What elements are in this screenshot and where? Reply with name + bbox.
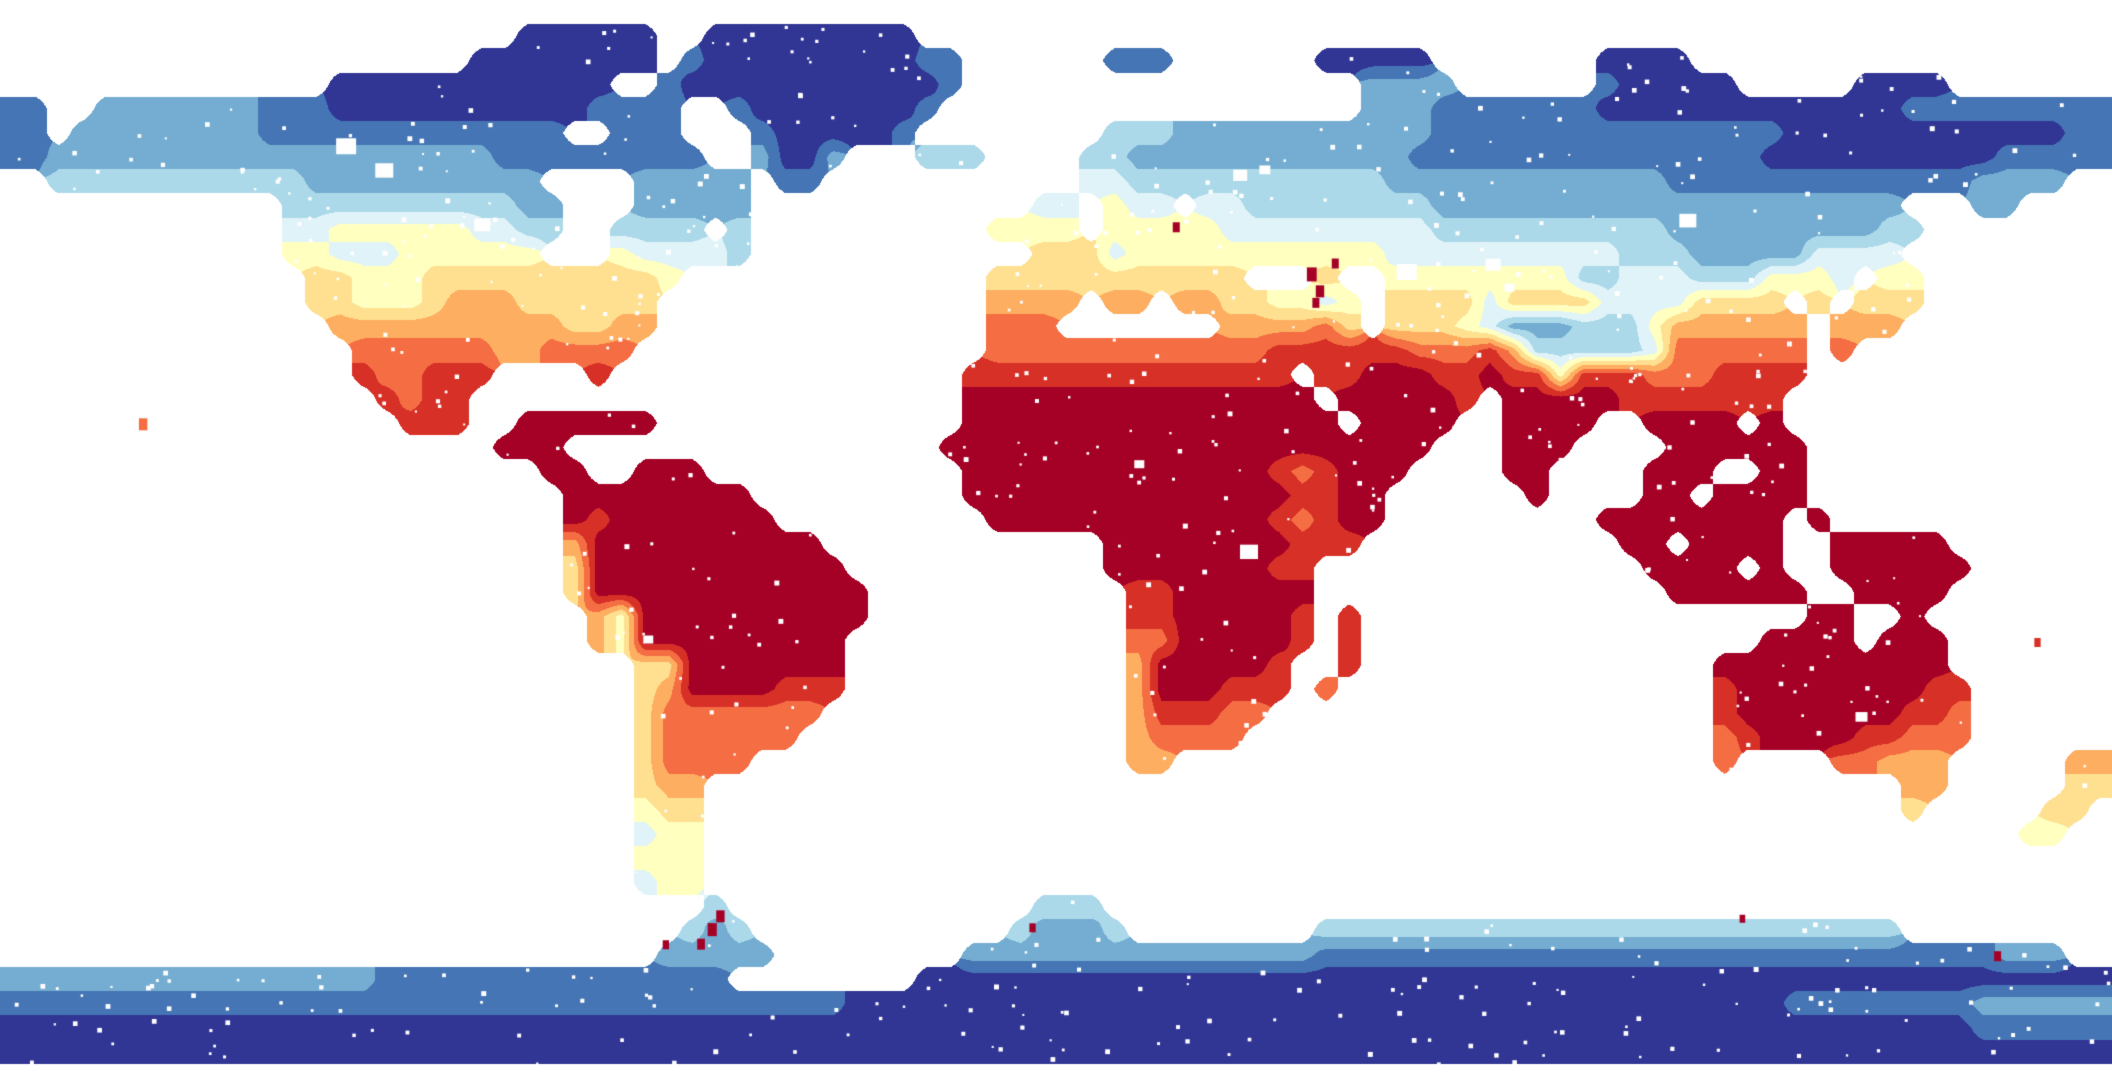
- world-temperature-map-figure: [0, 0, 2112, 1088]
- screenshot-root: { "page": { "width": 2112, "height": 108…: [0, 0, 2112, 1088]
- world-temperature-map-canvas: [0, 0, 2112, 1088]
